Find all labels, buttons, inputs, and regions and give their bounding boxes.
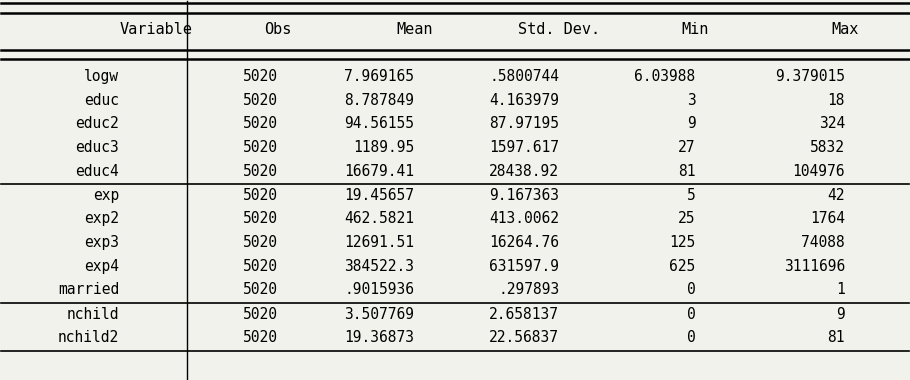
Text: Variable: Variable [119, 22, 192, 37]
Text: .297893: .297893 [498, 282, 560, 297]
Text: 3: 3 [687, 93, 695, 108]
Text: 27: 27 [678, 140, 695, 155]
Text: exp3: exp3 [85, 235, 119, 250]
Text: 0: 0 [687, 282, 695, 297]
Text: 104976: 104976 [793, 164, 845, 179]
Text: exp4: exp4 [85, 259, 119, 274]
Text: 5020: 5020 [243, 69, 278, 84]
Text: 28438.92: 28438.92 [490, 164, 560, 179]
Text: 18: 18 [827, 93, 845, 108]
Text: 1597.617: 1597.617 [490, 140, 560, 155]
Text: Std. Dev.: Std. Dev. [519, 22, 601, 37]
Text: 2.658137: 2.658137 [490, 307, 560, 321]
Text: 0: 0 [687, 307, 695, 321]
Text: 9: 9 [836, 307, 845, 321]
Text: 8.787849: 8.787849 [344, 93, 414, 108]
Text: 42: 42 [827, 188, 845, 203]
Text: exp: exp [93, 188, 119, 203]
Text: 1: 1 [836, 282, 845, 297]
Text: nchild: nchild [66, 307, 119, 321]
Text: 5020: 5020 [243, 93, 278, 108]
Text: 87.97195: 87.97195 [490, 117, 560, 131]
Text: 625: 625 [669, 259, 695, 274]
Text: 16679.41: 16679.41 [344, 164, 414, 179]
Text: 0: 0 [687, 330, 695, 345]
Text: Min: Min [682, 22, 709, 37]
Text: .5800744: .5800744 [490, 69, 560, 84]
Text: married: married [58, 282, 119, 297]
Text: 462.5821: 462.5821 [344, 212, 414, 226]
Text: 74088: 74088 [802, 235, 845, 250]
Text: 631597.9: 631597.9 [490, 259, 560, 274]
Text: educ3: educ3 [76, 140, 119, 155]
Text: 384522.3: 384522.3 [344, 259, 414, 274]
Text: 5: 5 [687, 188, 695, 203]
Text: .9015936: .9015936 [344, 282, 414, 297]
Text: Max: Max [832, 22, 859, 37]
Text: 6.03988: 6.03988 [634, 69, 695, 84]
Text: 5020: 5020 [243, 140, 278, 155]
Text: 5020: 5020 [243, 282, 278, 297]
Text: 7.969165: 7.969165 [344, 69, 414, 84]
Text: 3.507769: 3.507769 [344, 307, 414, 321]
Text: logw: logw [85, 69, 119, 84]
Text: nchild2: nchild2 [58, 330, 119, 345]
Text: exp2: exp2 [85, 212, 119, 226]
Text: 5020: 5020 [243, 235, 278, 250]
Text: Mean: Mean [396, 22, 432, 37]
Text: 9.379015: 9.379015 [775, 69, 845, 84]
Text: 5020: 5020 [243, 259, 278, 274]
Text: 9: 9 [687, 117, 695, 131]
Text: 81: 81 [678, 164, 695, 179]
Text: 324: 324 [819, 117, 845, 131]
Text: 125: 125 [669, 235, 695, 250]
Text: 5020: 5020 [243, 212, 278, 226]
Text: educ: educ [85, 93, 119, 108]
Text: 5020: 5020 [243, 164, 278, 179]
Text: 5020: 5020 [243, 117, 278, 131]
Text: 5020: 5020 [243, 188, 278, 203]
Text: 1764: 1764 [810, 212, 845, 226]
Text: 3111696: 3111696 [784, 259, 845, 274]
Text: 5832: 5832 [810, 140, 845, 155]
Text: educ4: educ4 [76, 164, 119, 179]
Text: 22.56837: 22.56837 [490, 330, 560, 345]
Text: 16264.76: 16264.76 [490, 235, 560, 250]
Text: 19.36873: 19.36873 [344, 330, 414, 345]
Text: 9.167363: 9.167363 [490, 188, 560, 203]
Text: 81: 81 [827, 330, 845, 345]
Text: 5020: 5020 [243, 330, 278, 345]
Text: 94.56155: 94.56155 [344, 117, 414, 131]
Text: 4.163979: 4.163979 [490, 93, 560, 108]
Text: 413.0062: 413.0062 [490, 212, 560, 226]
Text: 12691.51: 12691.51 [344, 235, 414, 250]
Text: educ2: educ2 [76, 117, 119, 131]
Text: 1189.95: 1189.95 [353, 140, 414, 155]
Text: 19.45657: 19.45657 [344, 188, 414, 203]
Text: 5020: 5020 [243, 307, 278, 321]
Text: 25: 25 [678, 212, 695, 226]
Text: Obs: Obs [265, 22, 292, 37]
